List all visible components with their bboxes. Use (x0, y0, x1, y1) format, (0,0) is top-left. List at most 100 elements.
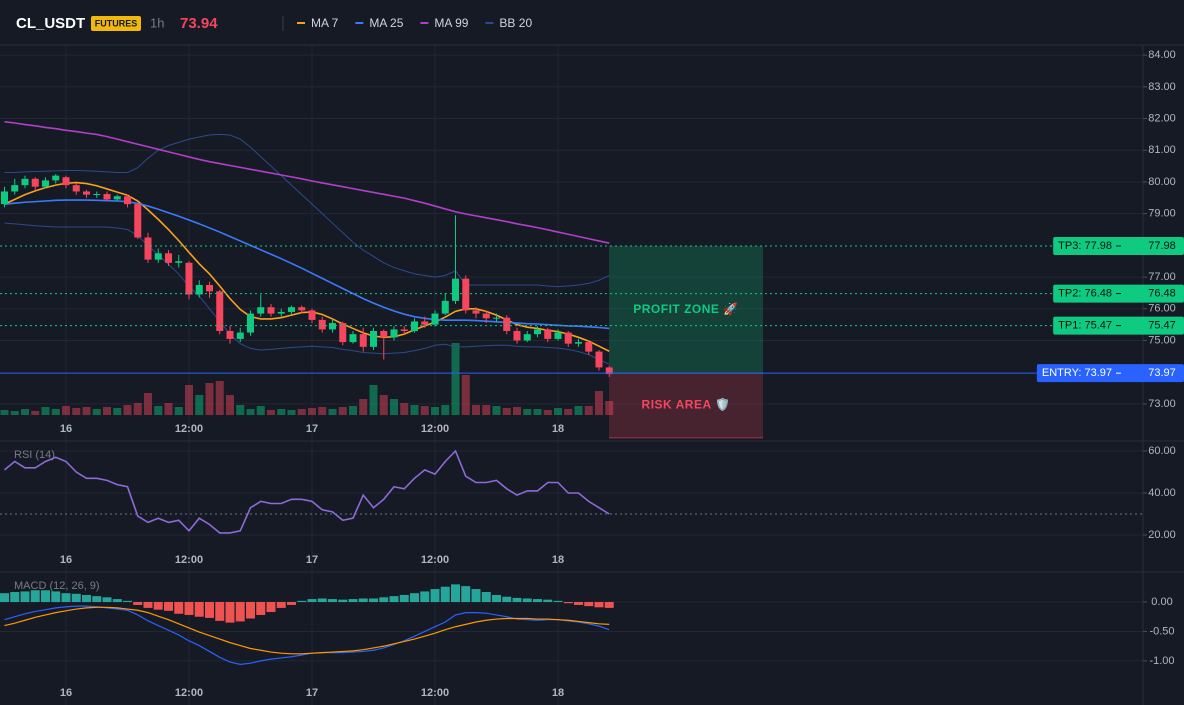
histogram-bar (317, 598, 327, 603)
histogram-bar (61, 593, 71, 603)
x-tick-label: 12:00 (421, 687, 449, 699)
volume-bar (461, 375, 470, 415)
candle-body (390, 329, 398, 338)
histogram-bar (307, 599, 317, 603)
legend-label: MA 7 (311, 16, 339, 30)
y-tick-label: 80.00 (1148, 176, 1176, 188)
volume-bar (41, 407, 50, 415)
histogram-bar (328, 599, 337, 603)
histogram-bar (358, 598, 368, 603)
volume-bar (154, 406, 163, 415)
x-tick-label: 12:00 (175, 687, 203, 699)
level-value: 76.48 (1148, 287, 1176, 299)
symbol[interactable]: CL_USDT (16, 15, 85, 32)
candle-body (165, 253, 172, 263)
y-tick-label: 40.00 (1148, 487, 1176, 499)
histogram-bar (297, 600, 307, 603)
volume-bar (379, 395, 388, 415)
histogram-bar (215, 602, 225, 621)
interval[interactable]: 1h (150, 15, 164, 30)
y-tick-label: 73.00 (1148, 398, 1176, 410)
zone-label: RISK AREA 🛡️ (642, 398, 731, 412)
candle-body (52, 175, 60, 181)
candle-body (493, 317, 500, 319)
y-tick-label: 75.00 (1148, 334, 1176, 346)
zone (609, 246, 763, 374)
candle-body (175, 261, 183, 263)
bb-lower (4, 222, 610, 365)
candle-body (236, 332, 244, 339)
volume-bar (256, 406, 265, 415)
volume-bar (441, 405, 450, 415)
volume-bar (277, 409, 286, 415)
candle-body (359, 334, 367, 347)
volume-bar (287, 410, 296, 415)
x-tick-label: 12:00 (421, 423, 449, 435)
x-tick-label: 12:00 (175, 423, 203, 435)
volume-bar (400, 403, 409, 415)
level-label: ENTRY: 73.97 (1042, 367, 1112, 379)
histogram-bar (205, 602, 214, 618)
y-tick-label: 0.00 (1151, 596, 1172, 608)
volume-bar (103, 407, 111, 415)
volume-bar (554, 408, 562, 415)
y-tick-label: 82.00 (1148, 112, 1176, 124)
candle-body (564, 332, 572, 344)
candle-body (42, 180, 49, 187)
volume-bar (51, 409, 60, 415)
volume-bar (349, 406, 357, 415)
legend: MA 7 MA 25 MA 99 BB 20 (297, 16, 532, 30)
histogram-bar (112, 599, 122, 603)
volume-bar (390, 399, 398, 415)
histogram-bar (389, 596, 399, 603)
volume-bar (0, 410, 9, 415)
volume-bar (564, 409, 573, 415)
histogram-bar (543, 599, 553, 603)
volume-bar (502, 408, 511, 415)
level-value: 73.97 (1148, 367, 1176, 379)
histogram-bar (266, 602, 276, 613)
candle-body (21, 178, 29, 186)
volume-bar (410, 405, 419, 415)
x-tick-label: 12:00 (421, 554, 449, 566)
x-tick-label: 17 (306, 687, 318, 699)
histogram-bar (604, 602, 614, 608)
level-value: 75.47 (1148, 319, 1176, 331)
histogram-bar (522, 598, 532, 603)
y-tick-label: 79.00 (1148, 208, 1176, 220)
histogram-bar (123, 600, 132, 603)
candle-body (185, 262, 193, 295)
zone-label: PROFIT ZONE 🚀 (633, 302, 738, 316)
candle-body (595, 351, 603, 368)
candle-body (124, 196, 131, 205)
histogram-bar (512, 597, 522, 603)
volume-bar (205, 383, 214, 415)
candle-body (585, 342, 593, 352)
candle-body (288, 307, 295, 312)
y-tick-label: 81.00 (1148, 144, 1176, 156)
x-tick-label: 16 (60, 423, 72, 435)
histogram-bar (256, 602, 266, 615)
x-tick-label: 16 (60, 687, 72, 699)
candle-body (257, 307, 265, 314)
histogram-bar (574, 602, 583, 605)
legend-label: MA 99 (434, 16, 468, 30)
histogram-bar (338, 599, 348, 603)
y-tick-label: 77.00 (1148, 271, 1176, 283)
volume-bar (72, 408, 81, 415)
histogram-bar (246, 602, 255, 619)
histogram-bar (194, 602, 204, 617)
histogram-bar (153, 602, 163, 610)
x-tick-label: 18 (552, 687, 564, 699)
candle-body (103, 194, 111, 200)
histogram-bar (92, 596, 102, 603)
candle-body (62, 177, 70, 186)
rsi-line (3, 449, 610, 534)
volume-bar (369, 385, 378, 415)
histogram-bar (133, 602, 143, 605)
volume-bar (420, 406, 429, 415)
histogram-bar (348, 599, 358, 603)
level-tag (1036, 364, 1184, 383)
histogram-bar (30, 590, 40, 603)
histogram-bar (225, 602, 235, 623)
